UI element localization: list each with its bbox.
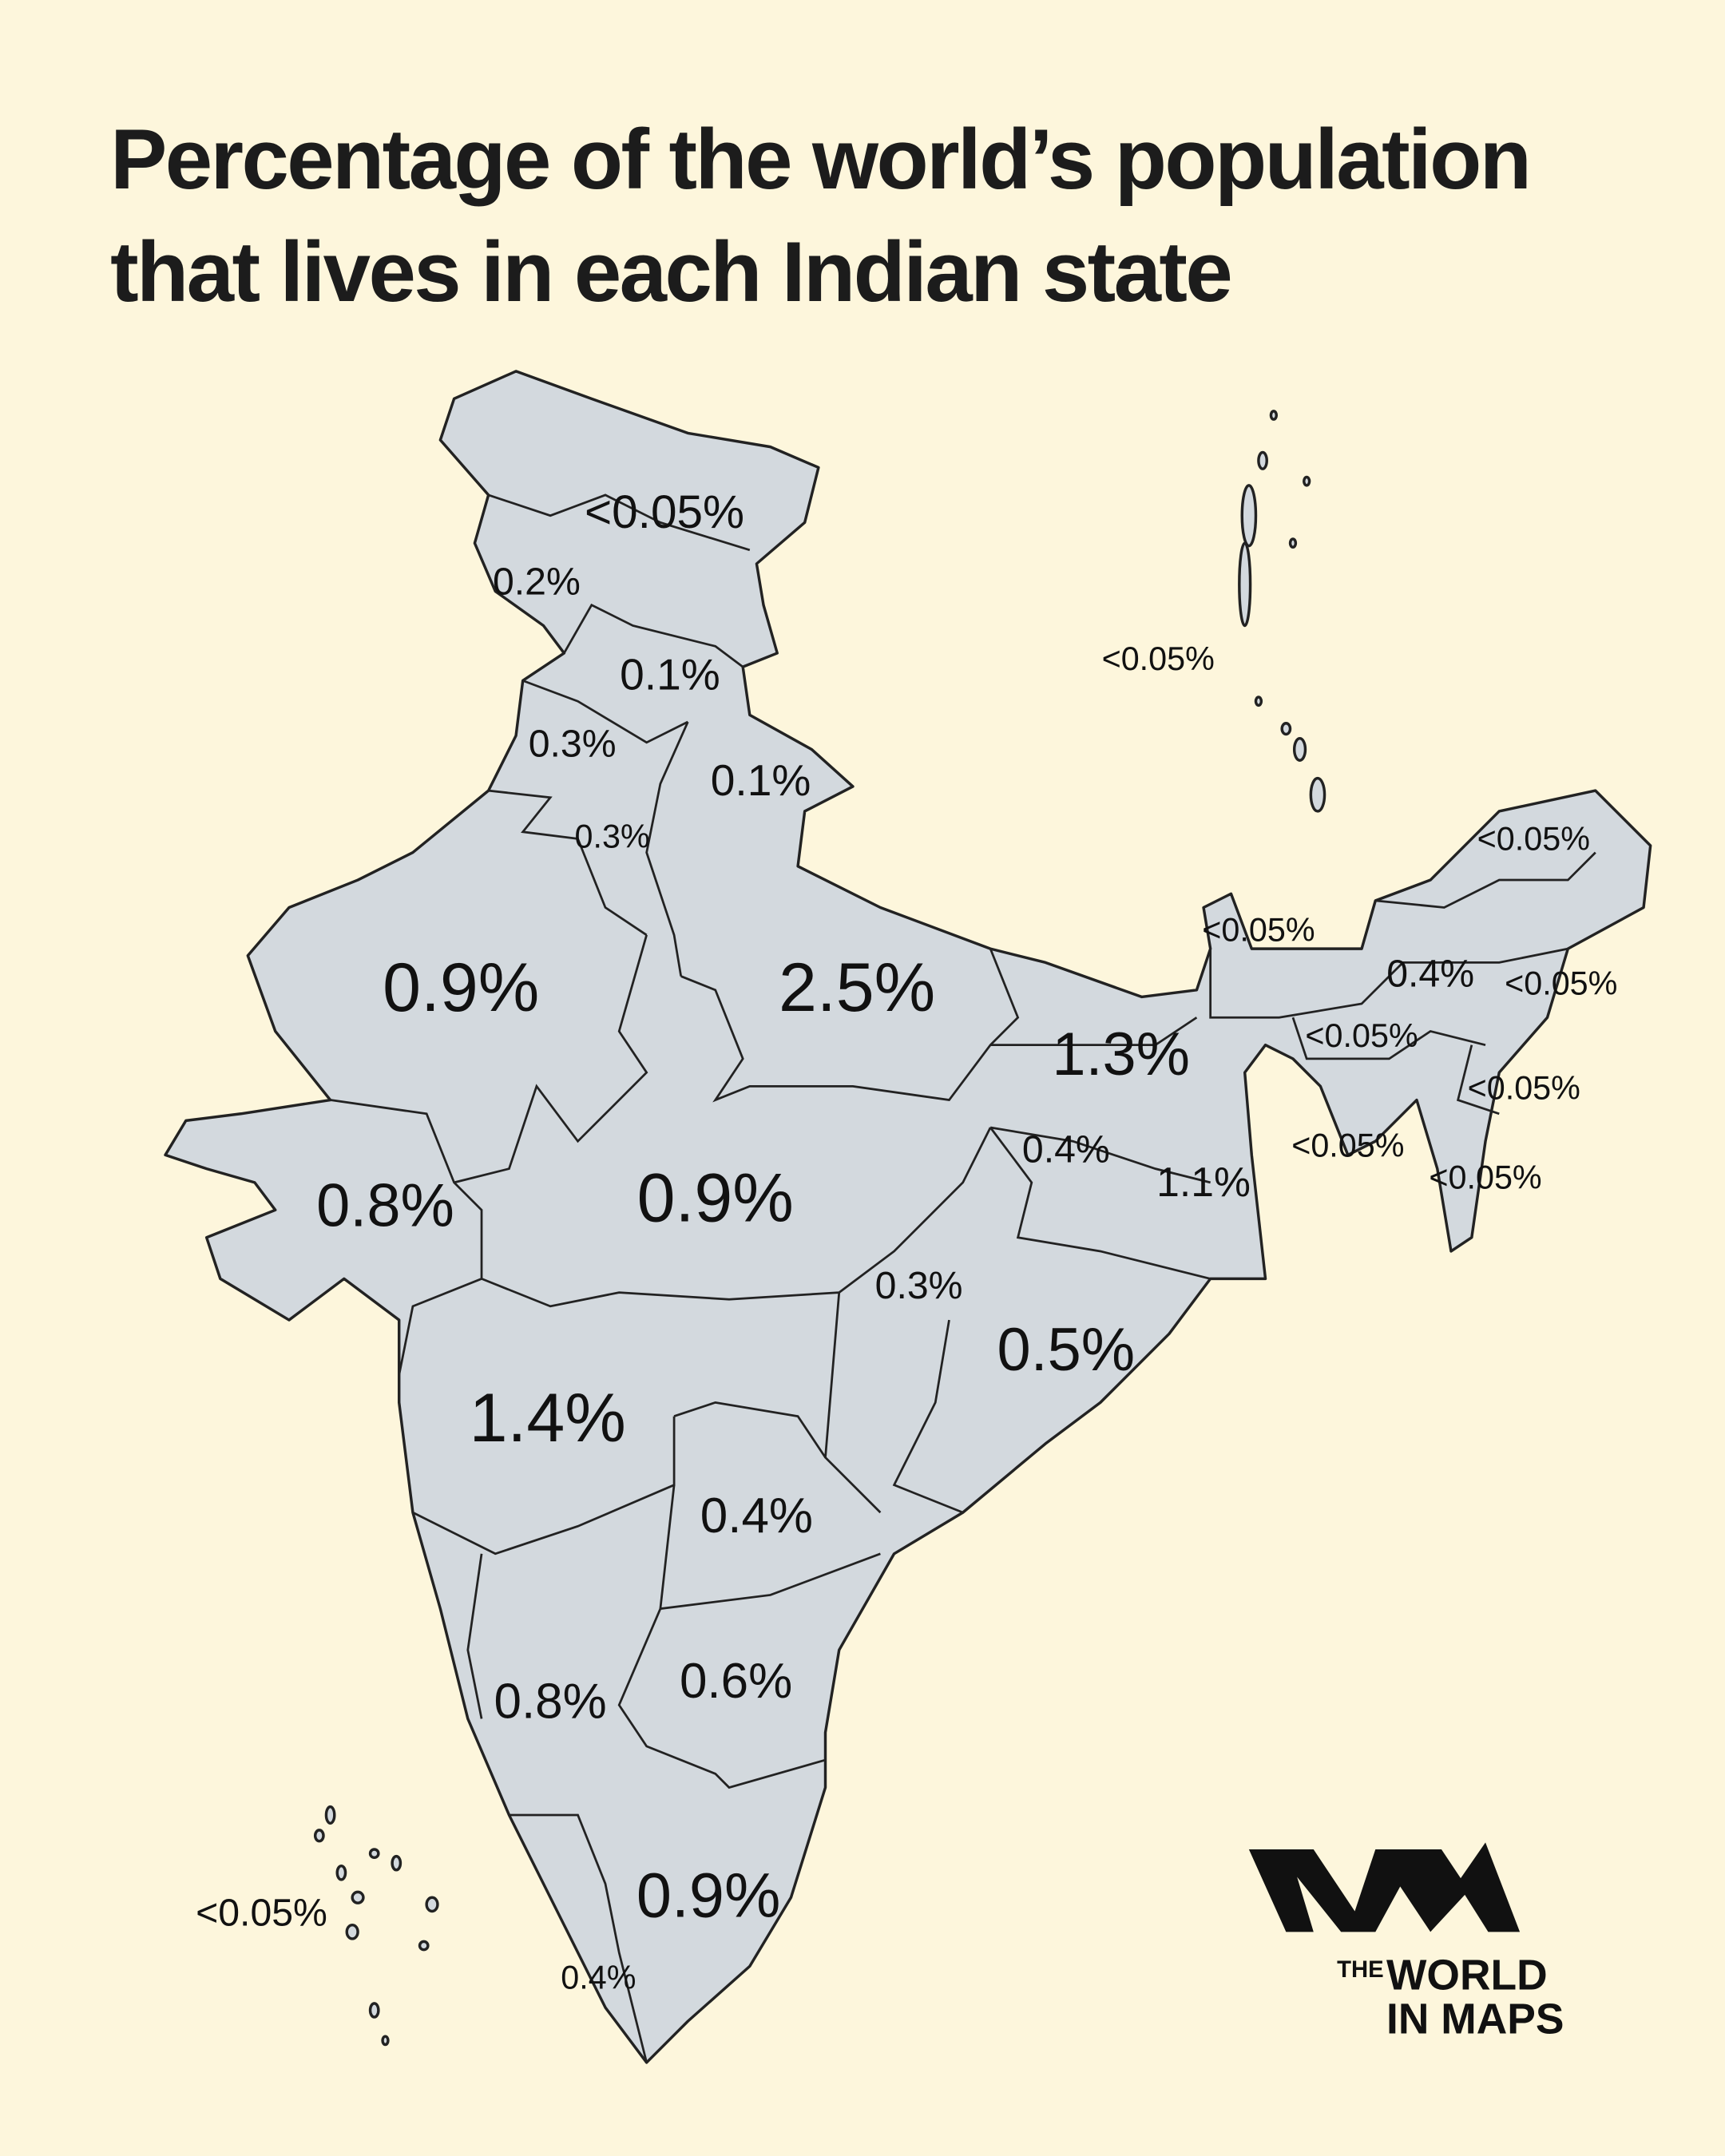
region-label: 0.9% — [637, 1159, 794, 1236]
region-label: <0.05% — [1429, 1159, 1541, 1195]
region-label: 0.4% — [700, 1488, 813, 1544]
region-label: 0.2% — [493, 561, 581, 604]
region-label: 0.3% — [575, 818, 650, 854]
region-label: <0.05% — [196, 1891, 327, 1934]
region-label: 2.5% — [779, 949, 935, 1026]
region-label: 0.9% — [636, 1860, 781, 1931]
region-label: <0.05% — [1305, 1017, 1418, 1054]
title-line: Percentage of the world’s population — [110, 111, 1529, 207]
region-label: 0.4% — [1022, 1128, 1110, 1171]
region-label: 1.4% — [470, 1380, 626, 1456]
region-label: 1.3% — [1052, 1021, 1190, 1088]
region-label: 0.1% — [711, 755, 811, 805]
logo-mark — [1248, 1842, 1521, 1932]
region-label: <0.05% — [585, 486, 744, 538]
region-label: 0.1% — [620, 649, 720, 699]
region-label: 0.8% — [316, 1171, 454, 1239]
title-line: that lives in each Indian state — [110, 224, 1231, 319]
region-label: 0.4% — [561, 1960, 636, 1996]
islands — [313, 410, 1326, 2047]
india-outline — [164, 370, 1652, 2064]
region-label: 0.5% — [997, 1316, 1136, 1384]
state-borders — [330, 493, 1596, 2063]
logo: THE WORLD IN MAPS — [1248, 1842, 1564, 2043]
region-label: <0.05% — [1477, 821, 1590, 858]
region-label: <0.05% — [1468, 1069, 1580, 1106]
region-label: 0.4% — [1386, 952, 1474, 995]
logo-text: WORLD — [1386, 1952, 1548, 1999]
region-label: <0.05% — [1291, 1128, 1404, 1164]
region-label: 1.1% — [1156, 1159, 1251, 1205]
region-label: <0.05% — [1505, 965, 1617, 1002]
region-label: <0.05% — [1202, 911, 1315, 948]
region-label: 0.3% — [875, 1264, 963, 1307]
region-labels: <0.05%0.2%0.1%0.3%0.1%0.3%0.9% 2.5%1.3%0.… — [196, 486, 1617, 1995]
region-label: 0.9% — [383, 949, 539, 1026]
region-label: 0.8% — [494, 1674, 606, 1730]
logo-text: IN MAPS — [1386, 1996, 1564, 2043]
region-label: 0.6% — [680, 1654, 792, 1709]
region-label: <0.05% — [1102, 640, 1215, 677]
region-label: 0.3% — [529, 723, 617, 766]
logo-text: THE — [1337, 1957, 1384, 1983]
